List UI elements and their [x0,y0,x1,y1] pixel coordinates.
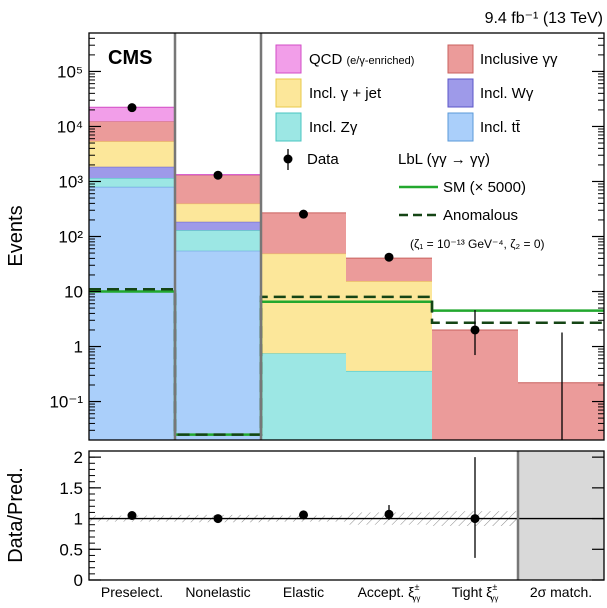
legend-swatch-qcd [275,44,302,74]
ratio-point [213,514,223,524]
ratio-point [470,514,480,524]
legend-label-wg: Incl. Wγ [480,85,534,102]
bar-segment [89,141,175,167]
ratio-y-tick-label: 0.5 [59,540,83,559]
bar-segment [175,230,261,251]
bar-segment [89,121,175,142]
ratio-point [127,511,137,520]
bar-segment [261,212,346,254]
legend-swatch-tt [447,112,474,142]
data-point [384,252,394,262]
x-tick-label: Preselect. [101,584,163,600]
ratio-y-tick-label: 2 [74,448,83,467]
x-tick-label: Tight ξ± γγ [452,582,499,603]
data-point [127,103,137,113]
stacked-bars [89,106,604,440]
data-point [213,170,223,180]
y-tick-label: 10³ [58,172,83,191]
legend-swatch-zg [275,112,302,142]
x-tick-label: Accept. ξ± γγ [358,582,421,603]
ratio-y-axis-label: Data/Pred. [5,467,27,563]
cms-label: CMS [108,47,152,69]
x-tick-label: Nonelastic [185,584,250,600]
y-tick-label: 10⁻¹ [49,393,83,412]
legend-anomalous-note: (ζ₁ = 10⁻¹³ GeV⁻⁴, ζ₂ = 0) [410,237,544,251]
bar-segment [89,107,175,122]
legend-swatch-gjet [275,78,302,108]
bar-segment [175,175,261,204]
legend-swatch-wg [447,78,474,108]
ratio-point [299,510,308,520]
data-point [470,325,480,335]
bar-segment [261,253,346,354]
y-tick-label: 10 [64,283,83,302]
ratio-panel: 0 0.5 1 1.5 2 Preselect. Nonelastic Elastic Acc… [59,448,605,603]
legend-label-qcd: QCD (e/γ-enriched) [309,51,414,68]
legend-label-tt: Incl. tt̄ [480,119,521,136]
y-tick-label: 10² [58,228,83,247]
bar-segment [175,250,261,440]
y-tick-label: 10⁴ [57,117,83,136]
bar-segment [89,166,175,179]
bar-segment [261,353,346,440]
bar-segment [175,221,261,231]
ratio-frame [88,450,605,581]
legend-label-inclusive-gg: Inclusive γγ [480,51,558,68]
y-axis-label: Events [5,205,27,266]
x-tick-label: 2σ match. [530,584,592,600]
bar-segment [346,258,432,282]
ratio-point [384,509,394,519]
y-tick-label: 10⁵ [57,62,83,81]
legend-label-zg: Incl. Zγ [309,119,358,136]
legend-swatch-inclusive-gg [447,44,474,74]
legend-label-gjet: Incl. γ + jet [309,85,382,102]
legend-label-anomalous: Anomalous [443,207,518,224]
x-axis: Preselect. Nonelastic Elastic Accept. ξ± γγ T… [101,582,592,603]
excluded-region [518,451,604,580]
data-points [127,103,563,440]
ratio-y-tick-label: 0 [74,571,83,590]
bar-segment [346,370,432,440]
data-point [299,209,308,219]
ratio-y-tick-label: 1 [74,510,83,529]
ratio-points [127,457,480,558]
y-axis: 10⁻¹ 1 10 10² 10³ 10⁴ 10⁵ [49,32,604,441]
ratio-y-tick-label: 1.5 [59,479,83,498]
bar-segment [346,281,432,371]
x-tick-label: Elastic [283,584,324,600]
ratio-y-axis: 0 0.5 1 1.5 2 [59,448,604,590]
main-panel: 10⁻¹ 1 10 10² 10³ 10⁴ 10⁵ [49,32,605,441]
bar-segment [518,382,604,440]
lumi-label: 9.4 fb⁻¹ (13 TeV) [485,10,603,27]
bar-segment [89,186,175,440]
legend-lbl-header: LbL (γγ → γγ) [398,151,490,168]
bar-segment [89,178,175,187]
legend-label-sm: SM (× 5000) [443,179,526,196]
y-tick-label: 1 [74,338,83,357]
bar-segment [175,203,261,222]
legend: QCD (e/γ-enriched) Inclusive γγ Incl. γ … [275,44,558,251]
legend-label-data: Data [307,151,339,168]
